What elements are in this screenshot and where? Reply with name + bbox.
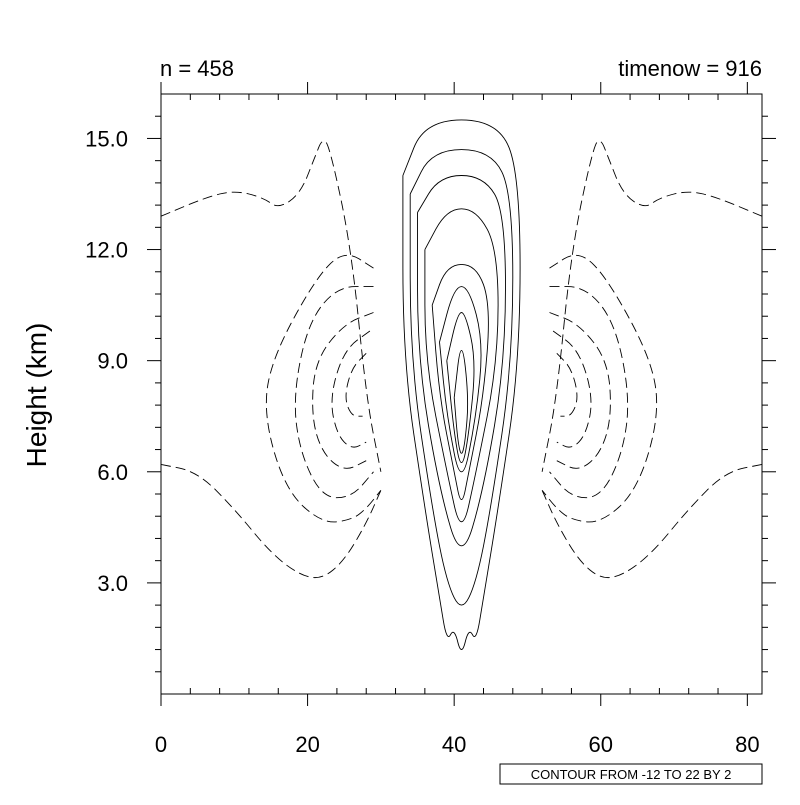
negative-contour-8 bbox=[160, 140, 382, 472]
contour-layer bbox=[160, 119, 763, 650]
negative-contour-10 bbox=[160, 463, 382, 579]
positive-contour-6 bbox=[446, 312, 475, 464]
x-tick-label: 80 bbox=[735, 732, 759, 757]
negative-contour-16 bbox=[345, 352, 367, 417]
negative-contour-17 bbox=[541, 254, 658, 523]
tick-layer: 0 20 40 60 80 3.0 6.0 9.0 12.0 15.0 bbox=[85, 82, 776, 757]
negative-contour-9 bbox=[541, 140, 763, 472]
info-label-box bbox=[499, 763, 763, 785]
negative-contour-15 bbox=[331, 330, 371, 448]
negative-contour-18 bbox=[549, 286, 629, 499]
y-tick-label: 12.0 bbox=[85, 238, 128, 263]
positive-contour-1 bbox=[409, 149, 514, 606]
y-tick-label: 6.0 bbox=[97, 460, 128, 485]
positive-contour-3 bbox=[424, 208, 499, 523]
x-tick-label: 20 bbox=[295, 732, 319, 757]
negative-contour-13 bbox=[294, 286, 374, 499]
negative-contour-21 bbox=[556, 352, 578, 417]
positive-contour-0 bbox=[402, 119, 521, 650]
positive-contour-4 bbox=[431, 263, 489, 501]
y-tick-label: 15.0 bbox=[85, 126, 128, 151]
negative-contour-11 bbox=[541, 463, 763, 579]
y-axis-label: Height (km) bbox=[21, 323, 52, 468]
x-tick-label: 0 bbox=[155, 732, 167, 757]
positive-contour-5 bbox=[439, 286, 482, 473]
positive-contour-7 bbox=[453, 349, 469, 454]
plot-frame bbox=[160, 93, 763, 695]
negative-contour-20 bbox=[552, 330, 592, 448]
x-tick-label: 60 bbox=[589, 732, 613, 757]
negative-contour-12 bbox=[265, 254, 382, 523]
negative-contour-14 bbox=[312, 312, 374, 469]
header-right: timenow = 916 bbox=[618, 56, 762, 81]
positive-contour-2 bbox=[417, 175, 506, 547]
y-tick-label: 9.0 bbox=[97, 349, 128, 374]
x-tick-label: 40 bbox=[442, 732, 466, 757]
negative-contour-19 bbox=[549, 312, 611, 469]
y-tick-label: 3.0 bbox=[97, 571, 128, 596]
info-label: CONTOUR FROM -12 TO 22 BY 2 bbox=[531, 767, 732, 782]
header-left: n = 458 bbox=[160, 56, 234, 81]
